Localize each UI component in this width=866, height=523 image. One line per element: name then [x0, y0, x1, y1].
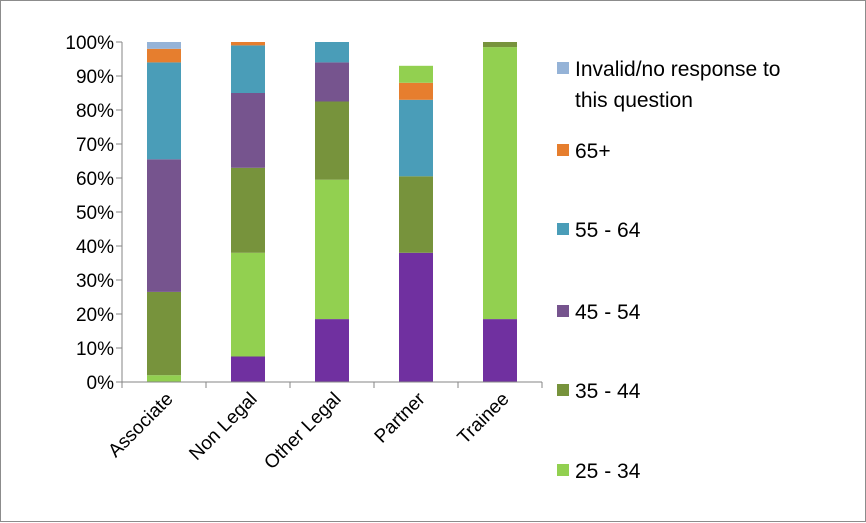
- y-tick-label: 20%: [76, 305, 114, 326]
- bar-segment-s2534-4: [483, 47, 517, 320]
- y-tick-label: 60%: [76, 169, 114, 190]
- y-tick-label: 80%: [76, 101, 114, 122]
- legend-swatch-s2534: [557, 464, 569, 476]
- bar-segment-s2534-2: [315, 179, 349, 320]
- bar-segment-s5564-0: [147, 62, 181, 160]
- x-category-label: Partner: [371, 388, 430, 447]
- bar-segment-s3544-4: [483, 42, 517, 48]
- bar-segment-s2534_dark-3: [399, 252, 433, 382]
- bar-segment-s4554-1: [231, 93, 265, 168]
- bar-segment-s2534_top-3: [399, 65, 433, 83]
- bar-segment-sinvalid-0: [147, 42, 181, 49]
- legend-label-s3544: 35 - 44: [575, 380, 641, 403]
- legend-label-s5564: 55 - 64: [575, 219, 641, 242]
- bar-segment-s3544-0: [147, 291, 181, 376]
- legend-swatch-s3544: [557, 384, 569, 396]
- y-tick-label: 0%: [87, 373, 115, 394]
- y-tick-label: 40%: [76, 237, 114, 258]
- legend-swatch-s5564: [557, 223, 569, 235]
- bar-segment-s2534_dark-4: [483, 319, 517, 382]
- legend: Invalid/no response to this question 65+ 55…: [557, 58, 780, 483]
- axes: [121, 42, 543, 388]
- x-category-label: Other Legal: [260, 389, 345, 474]
- x-category-label: Non Legal: [185, 389, 261, 465]
- y-tick-label: 30%: [76, 271, 114, 292]
- bar-segment-s65-3: [399, 82, 433, 100]
- y-tick-label: 10%: [76, 339, 114, 360]
- y-tick-label: 50%: [76, 203, 114, 224]
- bar-segment-s2534-1: [231, 252, 265, 357]
- legend-label-sinvalid: Invalid/no response to: [575, 58, 780, 81]
- legend-label-s65: 65+: [575, 140, 611, 163]
- x-category-label: Associate: [104, 389, 177, 462]
- bar-segment-s3544-2: [315, 101, 349, 180]
- y-tick-label: 90%: [76, 67, 114, 88]
- bar-segment-s5564-3: [399, 99, 433, 177]
- bar-segment-s65-1: [231, 42, 265, 46]
- bar-segment-s2534_dark-1: [231, 356, 265, 382]
- bar-segment-s2534_dark-2: [315, 319, 349, 382]
- legend-label-sinvalid: this question: [575, 89, 693, 112]
- bar-segment-s4554-0: [147, 159, 181, 292]
- bar-segment-s3544-1: [231, 167, 265, 253]
- bar-segment-s5564-1: [231, 45, 265, 93]
- y-tick-label: 70%: [76, 135, 114, 156]
- bars: [147, 42, 517, 382]
- bar-segment-s5564-2: [315, 42, 349, 63]
- legend-swatch-s65: [557, 144, 569, 156]
- bar-segment-s65-0: [147, 48, 181, 63]
- bar-segment-s3544-3: [399, 176, 433, 253]
- legend-swatch-sinvalid: [557, 62, 569, 74]
- y-tick-label: 100%: [65, 33, 114, 54]
- legend-swatch-s4554: [557, 305, 569, 317]
- x-category-label: Trainee: [454, 389, 514, 449]
- bar-segment-s2534-0: [147, 375, 181, 382]
- y-axis-tick-labels: 0% 10% 20% 30% 40% 50% 60% 70% 80% 90% 100%: [65, 33, 122, 394]
- legend-label-s4554: 45 - 54: [575, 301, 641, 324]
- bar-segment-s4554-2: [315, 62, 349, 102]
- legend-label-s2534: 25 - 34: [575, 460, 641, 483]
